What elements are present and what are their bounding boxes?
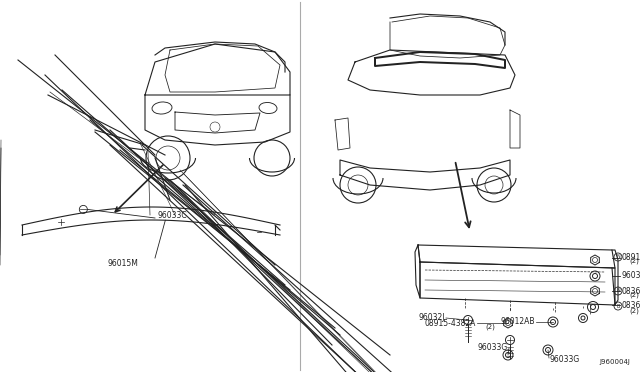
Text: N: N xyxy=(616,289,620,294)
Text: N: N xyxy=(616,254,620,260)
Text: 96032J: 96032J xyxy=(419,314,445,323)
Text: B: B xyxy=(616,304,620,308)
Text: (2): (2) xyxy=(629,258,639,264)
Text: 96033G: 96033G xyxy=(622,272,640,280)
Text: 96033G: 96033G xyxy=(477,343,508,353)
Text: (2): (2) xyxy=(485,324,495,330)
Text: 96033C: 96033C xyxy=(158,212,188,221)
Text: 08911-1062G: 08911-1062G xyxy=(622,253,640,262)
Text: 08915-4382A: 08915-4382A xyxy=(424,318,476,327)
Text: (2): (2) xyxy=(629,292,639,298)
Text: (2): (2) xyxy=(629,307,639,314)
Text: 96033G: 96033G xyxy=(550,356,580,365)
Text: 96015M: 96015M xyxy=(108,260,139,269)
Text: 96012AB: 96012AB xyxy=(500,317,535,327)
Text: J960004J: J960004J xyxy=(599,359,630,365)
Text: 08360-6102G: 08360-6102G xyxy=(622,301,640,311)
Text: 08363-6122G: 08363-6122G xyxy=(622,286,640,295)
